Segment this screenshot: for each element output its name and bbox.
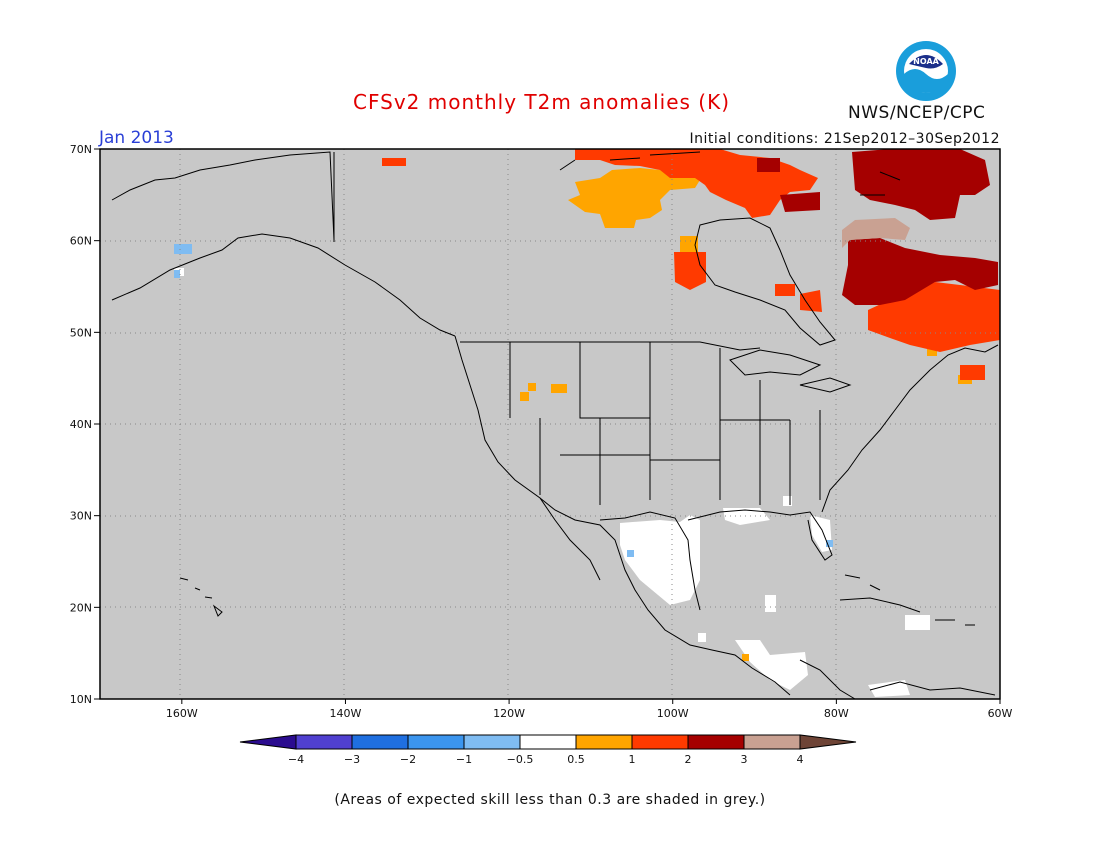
lat-tick-label: 70N <box>70 143 92 156</box>
logo-text: NOAA <box>913 57 939 66</box>
colorbar-segment <box>631 734 689 750</box>
lat-tick-label: 60N <box>70 235 92 248</box>
lat-tick-label: 30N <box>70 510 92 523</box>
colorbar-right-arrow <box>799 734 857 750</box>
colorbar-tick-label: −4 <box>288 753 304 766</box>
longitude-axis: 160W 140W 120W 100W 80W 60W <box>166 699 1013 720</box>
lon-tick-label: 100W <box>657 707 689 720</box>
lon-tick-label: 140W <box>330 707 362 720</box>
lat-tick-label: 40N <box>70 418 92 431</box>
lat-tick-label: 50N <box>70 326 92 339</box>
map-gridlines <box>100 149 1000 699</box>
lon-tick-label: 120W <box>493 707 525 720</box>
colorbar-tick-label: −1 <box>456 753 472 766</box>
chart-title: CFSv2 monthly T2m anomalies (K) <box>353 90 730 114</box>
colorbar-tick-label: −3 <box>344 753 360 766</box>
colorbar-segment <box>519 734 577 750</box>
coastlines-and-borders <box>111 151 999 700</box>
agency-label: NWS/NCEP/CPC <box>848 103 986 123</box>
forecast-month-label: Jan 2013 <box>99 128 174 148</box>
colorbar-segment <box>407 734 465 750</box>
colorbar-tick-label: 0.5 <box>567 753 585 766</box>
colorbar-tick-label: 3 <box>741 753 748 766</box>
latitude-axis: 70N 60N 50N 40N 30N 20N 10N <box>70 143 100 706</box>
lat-tick-label: 10N <box>70 693 92 706</box>
initial-conditions-label: Initial conditions: 21Sep2012–30Sep2012 <box>689 131 1000 147</box>
lon-tick-label: 80W <box>824 707 849 720</box>
colorbar-tick-label: 1 <box>629 753 636 766</box>
lat-tick-label: 20N <box>70 601 92 614</box>
colorbar: −4 −3 −2 −1 −0.5 0.5 1 2 3 4 <box>239 734 857 766</box>
skill-note: (Areas of expected skill less than 0.3 a… <box>334 792 766 808</box>
colorbar-segment <box>295 734 353 750</box>
lon-tick-label: 60W <box>988 707 1013 720</box>
colorbar-segment <box>575 734 633 750</box>
colorbar-tick-label: −0.5 <box>507 753 534 766</box>
colorbar-segment <box>687 734 745 750</box>
lon-tick-label: 160W <box>166 707 198 720</box>
anomaly-shading <box>174 149 1000 697</box>
colorbar-segment <box>743 734 801 750</box>
colorbar-left-arrow <box>239 734 297 750</box>
colorbar-tick-label: 2 <box>685 753 692 766</box>
colorbar-segment <box>463 734 521 750</box>
colorbar-segment <box>351 734 409 750</box>
noaa-logo: NOAA <box>896 41 956 101</box>
colorbar-tick-label: 4 <box>797 753 804 766</box>
colorbar-tick-label: −2 <box>400 753 416 766</box>
